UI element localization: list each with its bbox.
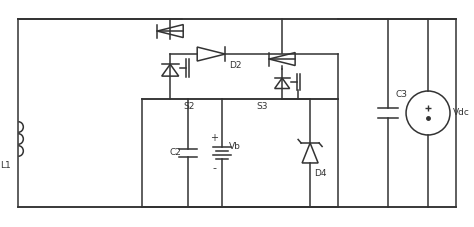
Text: Vb: Vb [229,141,241,150]
Text: +: + [210,132,218,142]
Text: D2: D2 [229,61,242,70]
Text: D4: D4 [314,168,327,177]
Text: C3: C3 [395,90,407,99]
Text: S3: S3 [256,101,268,111]
Text: L1: L1 [0,160,11,169]
Text: S2: S2 [183,101,195,111]
Text: -: - [212,162,216,172]
Text: Vdc: Vdc [453,107,470,116]
Text: C2: C2 [169,148,181,157]
